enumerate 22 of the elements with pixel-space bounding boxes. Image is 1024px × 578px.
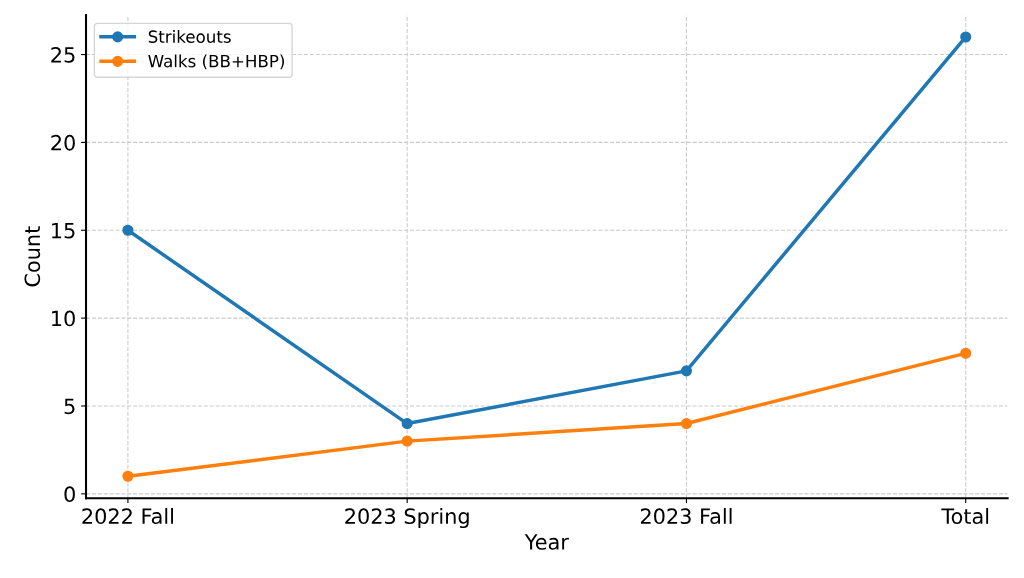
y-axis-title: Count [24, 226, 41, 287]
point [401, 418, 413, 430]
x-tick-label: 2023 Spring [345, 507, 469, 529]
y-tick-label: 25 [51, 47, 75, 63]
y-tick-label: 10 [52, 310, 75, 327]
y-tick-label: 5 [64, 398, 75, 415]
point [122, 470, 134, 482]
y-tick-label: 0 [64, 486, 75, 503]
point [960, 31, 972, 43]
y-tick-label: 20 [51, 134, 75, 151]
legend-label: Strikeouts [148, 30, 231, 43]
x-tick-label: Total [941, 507, 989, 525]
legend-label: Walks (BB+HBP) [148, 54, 284, 70]
x-tick-label: 2022 Fall [82, 507, 173, 525]
point [680, 418, 693, 430]
point [122, 224, 134, 236]
point [960, 347, 972, 359]
point [401, 435, 413, 447]
y-tick-label: 15 [52, 223, 75, 239]
x-axis-title: Year [524, 534, 569, 550]
point [680, 365, 693, 377]
x-tick-label: 2023 Fall [640, 507, 732, 525]
